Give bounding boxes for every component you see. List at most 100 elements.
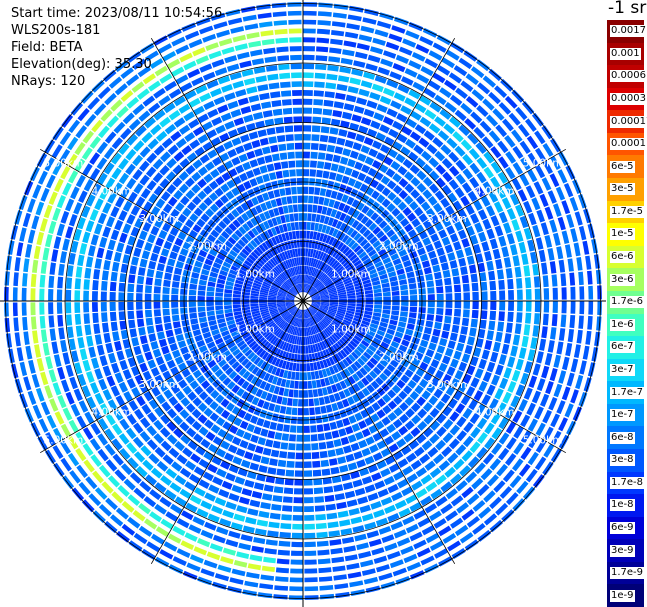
beta-cell — [308, 186, 315, 195]
beta-cell — [292, 398, 298, 407]
beta-cell — [448, 165, 460, 177]
beta-cell — [259, 21, 273, 28]
beta-cell — [465, 471, 478, 484]
beta-cell — [290, 568, 303, 574]
beta-cell — [320, 593, 335, 600]
beta-cell — [60, 210, 70, 224]
beta-cell — [133, 451, 146, 463]
beta-cell — [310, 222, 315, 231]
beta-cell — [291, 541, 303, 548]
beta-cell — [430, 335, 439, 344]
beta-cell — [313, 90, 324, 97]
beta-cell — [303, 134, 311, 141]
beta-cell — [249, 328, 259, 335]
beta-cell — [235, 164, 245, 174]
beta-cell — [553, 232, 561, 246]
beta-cell — [104, 520, 118, 534]
beta-cell — [331, 260, 339, 268]
beta-cell — [349, 253, 358, 262]
beta-cell — [221, 480, 233, 490]
beta-cell — [447, 452, 459, 464]
beta-cell — [238, 355, 247, 364]
beta-cell — [384, 435, 394, 446]
beta-cell — [274, 225, 281, 235]
beta-cell — [309, 287, 316, 295]
beta-cell — [138, 503, 151, 515]
beta-cell — [311, 304, 320, 309]
beta-cell — [330, 547, 343, 555]
beta-cell — [56, 302, 63, 314]
beta-cell — [271, 180, 279, 189]
beta-cell — [303, 186, 309, 194]
beta-cell — [502, 391, 512, 404]
beta-cell — [295, 318, 299, 327]
beta-cell — [195, 446, 206, 456]
beta-cell — [173, 415, 184, 426]
beta-cell — [272, 256, 279, 265]
beta-cell — [311, 213, 317, 222]
beta-cell — [404, 97, 417, 108]
beta-cell — [316, 241, 322, 250]
beta-cell — [210, 364, 220, 373]
beta-cell — [453, 284, 461, 293]
beta-cell — [287, 204, 294, 213]
beta-cell — [482, 371, 492, 383]
beta-cell — [327, 521, 339, 529]
beta-cell — [224, 92, 236, 101]
beta-cell — [319, 307, 328, 312]
beta-cell — [39, 315, 46, 329]
beta-cell — [437, 130, 450, 142]
beta-cell — [404, 195, 414, 205]
beta-cell — [414, 351, 424, 361]
beta-cell — [114, 340, 122, 352]
beta-cell — [287, 151, 295, 159]
beta-cell — [131, 337, 140, 347]
beta-cell — [256, 194, 265, 204]
beta-cell — [126, 442, 138, 454]
beta-cell — [465, 386, 476, 397]
beta-cell — [74, 142, 86, 156]
beta-cell — [115, 395, 126, 407]
beta-cell — [75, 325, 83, 337]
beta-cell — [440, 197, 450, 208]
beta-cell — [306, 363, 311, 372]
beta-cell — [349, 580, 364, 588]
beta-cell — [303, 309, 305, 319]
beta-cell — [184, 132, 196, 143]
beta-cell — [209, 248, 218, 257]
beta-cell — [280, 285, 289, 292]
beta-cell — [122, 200, 133, 212]
beta-cell — [156, 394, 166, 405]
beta-cell — [316, 379, 322, 388]
beta-cell — [122, 339, 131, 349]
beta-cell — [462, 407, 473, 419]
beta-cell — [396, 268, 405, 276]
beta-cell — [597, 301, 602, 316]
beta-cell — [279, 451, 288, 459]
beta-cell — [304, 327, 307, 337]
beta-cell — [303, 98, 313, 105]
beta-cell — [376, 194, 386, 204]
beta-cell — [358, 326, 368, 333]
beta-cell — [66, 277, 73, 289]
beta-cell — [212, 333, 222, 341]
beta-cell — [127, 292, 134, 301]
beta-cell — [363, 71, 376, 80]
beta-cell — [325, 281, 334, 288]
beta-cell — [355, 332, 364, 339]
beta-cell — [167, 196, 178, 207]
beta-cell — [136, 301, 143, 310]
beta-cell — [477, 209, 488, 221]
beta-cell — [523, 324, 531, 336]
beta-cell — [300, 257, 303, 266]
azimuth-spoke — [150, 300, 304, 564]
beta-cell — [303, 390, 309, 398]
beta-cell — [303, 416, 310, 425]
beta-cell — [344, 167, 353, 176]
beta-cell — [413, 539, 427, 550]
beta-cell — [353, 348, 362, 357]
beta-cell — [296, 363, 300, 372]
beta-cell — [185, 218, 195, 229]
beta-cell — [220, 194, 229, 204]
beta-cell — [380, 252, 389, 261]
